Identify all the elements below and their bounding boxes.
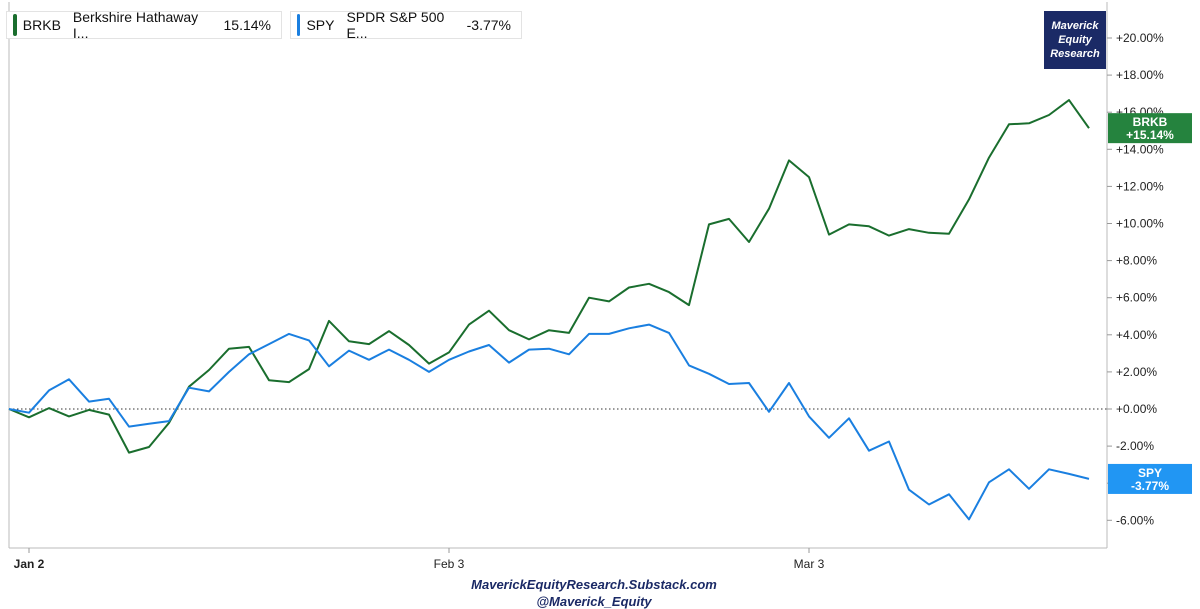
legend-change: 15.14% [223, 17, 271, 33]
x-tick-label: Mar 3 [794, 557, 825, 571]
y-tick-label: +0.00% [1116, 402, 1157, 416]
spy-color-swatch [297, 14, 301, 36]
brkb-series-line [8, 99, 1090, 454]
brkb-end-label-ticker: BRKB [1133, 115, 1168, 129]
legend-item-spy[interactable]: SPY SPDR S&P 500 E... -3.77% [290, 9, 522, 41]
brkb-end-label-box [1108, 113, 1192, 144]
brkb-end-label-value: +15.14% [1126, 128, 1174, 142]
y-tick-label: +12.00% [1116, 179, 1164, 193]
spy-end-label-box [1108, 463, 1192, 494]
legend-name: SPDR S&P 500 E... [346, 9, 445, 41]
y-tick-label: +14.00% [1116, 142, 1164, 156]
legend-name: Berkshire Hathaway I... [72, 9, 199, 41]
legend-item-brkb[interactable]: BRKB Berkshire Hathaway I... 15.14% [6, 9, 282, 41]
y-tick-label: -6.00% [1116, 513, 1154, 527]
spy-end-label-value: -3.77% [1131, 479, 1169, 493]
y-tick-label: +6.00% [1116, 291, 1157, 305]
brand-logo: Maverick Equity Research [1044, 11, 1106, 69]
brand-line: Maverick [1051, 20, 1099, 32]
brand-line: Research [1050, 48, 1100, 60]
brkb-color-swatch [13, 14, 17, 36]
y-tick-label: +20.00% [1116, 31, 1164, 45]
x-tick-label: Feb 3 [434, 557, 465, 571]
y-tick-label: -2.00% [1116, 439, 1154, 453]
spy-series-line [8, 323, 1090, 521]
spy-end-label-ticker: SPY [1138, 466, 1162, 480]
footer-site: MaverickEquityResearch.Substack.com [471, 577, 717, 592]
footer-handle: @Maverick_Equity [536, 594, 652, 609]
y-tick-label: +2.00% [1116, 365, 1157, 379]
brand-line: Equity [1058, 34, 1092, 46]
x-tick-label: Jan 2 [14, 557, 45, 571]
legend-ticker: BRKB [22, 17, 61, 33]
y-tick-label: +4.00% [1116, 328, 1157, 342]
legend-ticker: SPY [306, 17, 335, 33]
y-tick-label: +8.00% [1116, 254, 1157, 268]
legend-change: -3.77% [466, 17, 511, 33]
y-tick-label: +10.00% [1116, 217, 1164, 231]
y-tick-label: +18.00% [1116, 68, 1164, 82]
